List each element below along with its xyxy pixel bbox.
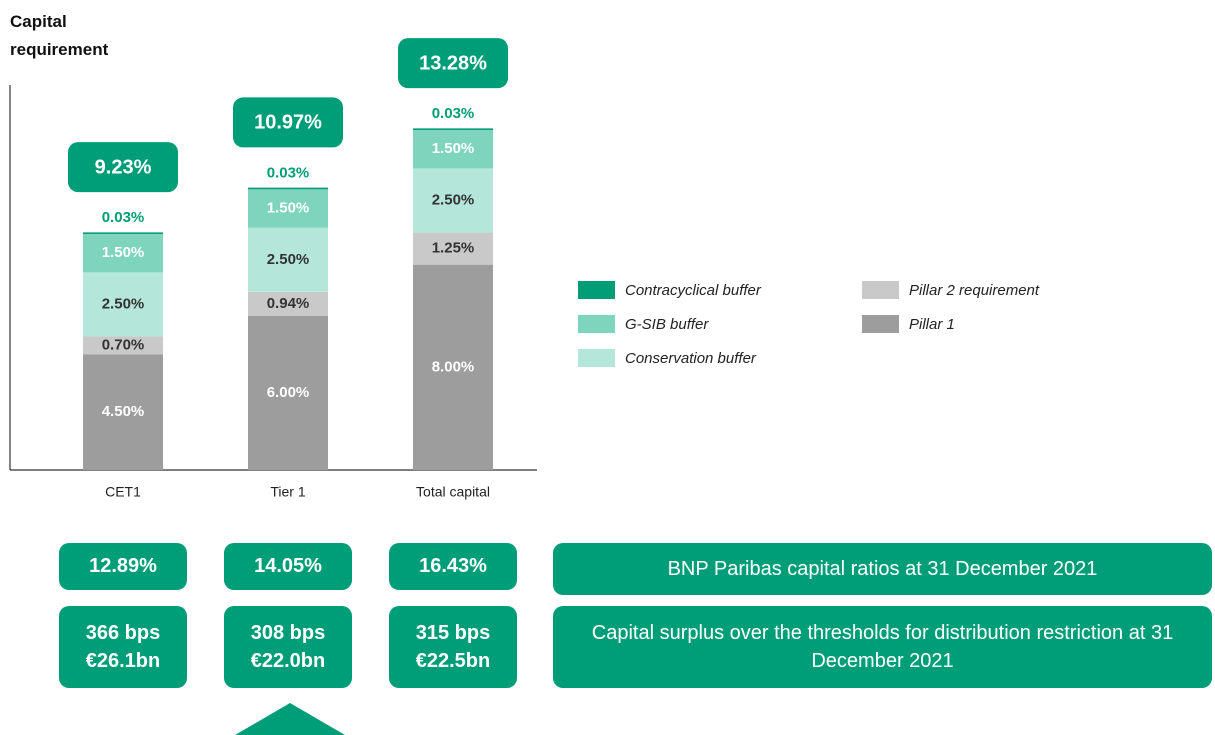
value-label: 8.00% [432,358,475,375]
surplus-label: €22.5bn [415,650,491,672]
bar-segment [248,189,328,228]
surplus-label: €26.1bn [85,650,161,672]
legend-swatch [578,315,615,333]
surplus-label: 308 bps [250,622,326,644]
bar-segment [83,272,163,337]
legend-swatch [578,349,615,367]
bar-segment [248,291,328,316]
value-label: 0.94% [267,295,310,312]
legend-label: G-SIB buffer [625,316,709,333]
bar-segment [413,168,493,233]
chart-title: Capital requirement [10,12,109,59]
x-tick-label: Tier 1 [270,484,305,500]
ratios-caption: BNP Paribas capital ratios at 31 Decembe… [553,543,1212,595]
total-box [398,38,508,89]
value-label: 1.50% [432,140,475,157]
x-tick-label: CET1 [105,484,141,500]
value-label: 0.03% [432,105,475,122]
total-box [233,97,343,148]
bar-segment [83,336,163,355]
total-box [68,142,178,193]
value-label: 2.50% [432,191,475,208]
value-label: 1.25% [432,240,475,257]
ratio-box: 12.89% [59,543,187,590]
surplus-label: 366 bps [85,622,161,644]
bar-segment [248,316,328,470]
value-label: 6.00% [267,384,310,401]
total-label: 13.28% [419,52,487,74]
value-label: 1.50% [102,244,145,261]
legend-swatch [862,281,899,299]
surplus-box: 366 bps €26.1bn [59,606,187,688]
value-label: 0.03% [102,209,145,226]
value-label: 4.50% [102,403,145,420]
legend-label: Contracyclical buffer [625,282,762,299]
surplus-box: 308 bps €22.0bn [224,606,352,688]
value-label: 0.70% [102,336,145,353]
x-tick-label: Total capital [416,484,490,500]
value-label: 2.50% [267,251,310,268]
total-label: 10.97% [254,112,322,134]
bar-segment [83,354,163,470]
ratio-box: 16.43% [389,543,517,590]
surplus-caption: Capital surplus over the thresholds for … [553,606,1212,688]
ratio-box: 14.05% [224,543,352,590]
surplus-label: 315 bps [415,622,491,644]
arrow [235,703,345,735]
value-label: 0.03% [267,164,310,181]
legend-label: Pillar 2 requirement [909,282,1040,299]
legend-label: Pillar 1 [909,316,955,333]
surplus-box: 315 bps €22.5bn [389,606,517,688]
legend-swatch [578,281,615,299]
legend-label: Conservation buffer [625,350,757,367]
bar-segment [248,227,328,292]
value-label: 2.50% [102,295,145,312]
legend-swatch [862,315,899,333]
bar-segment [83,233,163,273]
value-label: 1.50% [267,199,310,216]
surplus-label: €22.0bn [250,650,326,672]
total-label: 9.23% [95,156,152,178]
bar-segment [413,129,493,169]
bar-segment [413,232,493,265]
bar-segment [413,264,493,470]
